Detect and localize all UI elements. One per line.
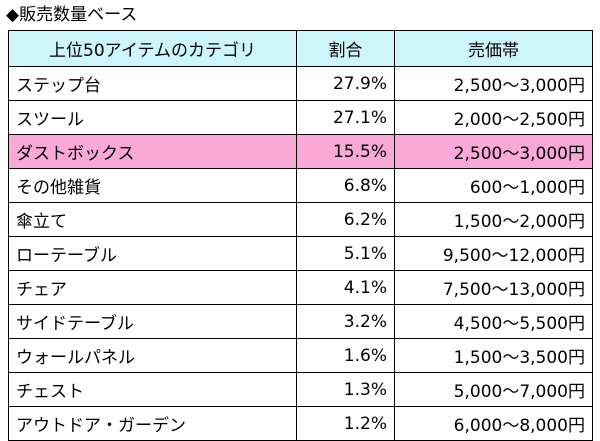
share-cell: 3.2% bbox=[296, 304, 395, 339]
table-row: サイドテーブル 3.2% 4,500～5,500円 bbox=[8, 304, 593, 339]
share-cell: 5.1% bbox=[296, 236, 395, 271]
price-range-cell: 5,000～7,000円 bbox=[394, 372, 593, 407]
header-category: 上位50アイテムのカテゴリ bbox=[8, 30, 297, 67]
price-range-cell: 2,500～3,000円 bbox=[394, 66, 593, 101]
header-row: 上位50アイテムのカテゴリ 割合 売価帯 bbox=[8, 30, 593, 67]
table-title: ◆販売数量ベース bbox=[6, 5, 138, 25]
price-range-cell: 6,000～8,000円 bbox=[394, 406, 593, 441]
price-range-cell: 2,500～3,000円 bbox=[394, 134, 593, 169]
share-cell: 27.1% bbox=[296, 100, 395, 135]
share-cell: 4.1% bbox=[296, 270, 395, 305]
price-range-cell: 4,500～5,500円 bbox=[394, 304, 593, 339]
table-row: チェスト 1.3% 5,000～7,000円 bbox=[8, 372, 593, 407]
price-range-cell: 7,500～13,000円 bbox=[394, 270, 593, 305]
share-cell: 1.2% bbox=[296, 406, 395, 441]
header-share: 割合 bbox=[296, 30, 395, 67]
price-range-cell: 600～1,000円 bbox=[394, 168, 593, 203]
category-cell: ダストボックス bbox=[8, 134, 297, 169]
category-cell: 傘立て bbox=[8, 202, 297, 237]
share-cell: 6.2% bbox=[296, 202, 395, 237]
price-range-cell: 1,500～3,500円 bbox=[394, 338, 593, 373]
table-row: チェア 4.1% 7,500～13,000円 bbox=[8, 270, 593, 305]
table-row: ローテーブル 5.1% 9,500～12,000円 bbox=[8, 236, 593, 271]
table-row: スツール 27.1% 2,000～2,500円 bbox=[8, 100, 593, 135]
share-cell: 1.6% bbox=[296, 338, 395, 373]
category-cell: ステップ台 bbox=[8, 66, 297, 101]
price-range-cell: 1,500～2,000円 bbox=[394, 202, 593, 237]
category-cell: チェスト bbox=[8, 372, 297, 407]
table-row: 傘立て 6.2% 1,500～2,000円 bbox=[8, 202, 593, 237]
share-cell: 15.5% bbox=[296, 134, 395, 169]
share-cell: 27.9% bbox=[296, 66, 395, 101]
price-range-cell: 2,000～2,500円 bbox=[394, 100, 593, 135]
category-cell: ウォールパネル bbox=[8, 338, 297, 373]
category-cell: その他雑貨 bbox=[8, 168, 297, 203]
category-cell: ローテーブル bbox=[8, 236, 297, 271]
table-row: アウトドア・ガーデン 1.2% 6,000～8,000円 bbox=[8, 406, 593, 441]
category-cell: アウトドア・ガーデン bbox=[8, 406, 297, 441]
category-cell: チェア bbox=[8, 270, 297, 305]
header-price-range: 売価帯 bbox=[394, 30, 593, 67]
share-cell: 6.8% bbox=[296, 168, 395, 203]
table-row: ウォールパネル 1.6% 1,500～3,500円 bbox=[8, 338, 593, 373]
share-cell: 1.3% bbox=[296, 372, 395, 407]
price-range-cell: 9,500～12,000円 bbox=[394, 236, 593, 271]
table-row-highlighted: ダストボックス 15.5% 2,500～3,000円 bbox=[8, 134, 593, 169]
category-cell: サイドテーブル bbox=[8, 304, 297, 339]
category-cell: スツール bbox=[8, 100, 297, 135]
table-row: ステップ台 27.9% 2,500～3,000円 bbox=[8, 66, 593, 101]
sales-category-table: 上位50アイテムのカテゴリ 割合 売価帯 ステップ台 27.9% 2,500～3… bbox=[8, 30, 593, 441]
table-row: その他雑貨 6.8% 600～1,000円 bbox=[8, 168, 593, 203]
